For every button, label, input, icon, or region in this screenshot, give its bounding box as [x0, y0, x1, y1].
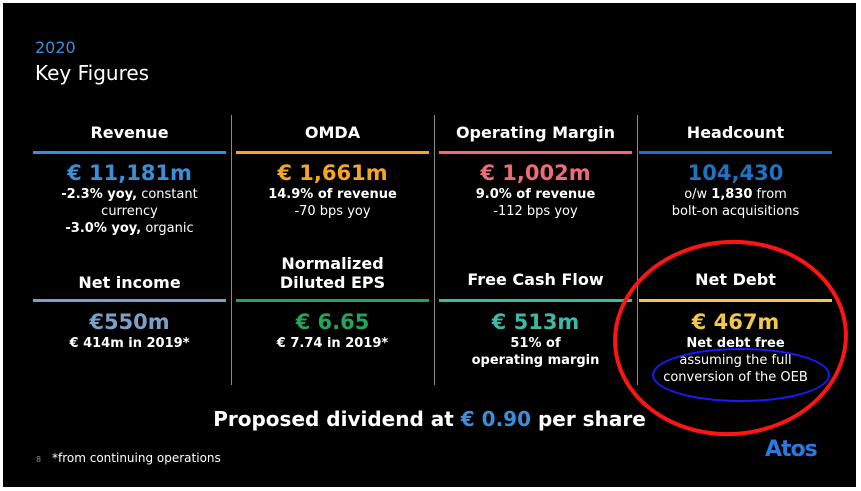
column-divider: [231, 115, 232, 385]
column-divider: [434, 115, 435, 385]
blue-annotation-circle: [652, 348, 830, 402]
operating-margin-underline: [439, 151, 632, 154]
revenue-organic-note: organic: [141, 221, 194, 236]
revenue-detail-1: -2.3% yoy, constant currency: [41, 186, 218, 220]
slide-title: Key Figures: [35, 61, 150, 85]
fcf-detail-1: 51% of: [510, 336, 561, 351]
dividend-line: Proposed dividend at € 0.90 per share: [3, 407, 856, 431]
eps-underline: [236, 299, 429, 302]
footnote: *from continuing operations: [52, 451, 221, 465]
column-divider: [637, 115, 638, 385]
net-debt-underline: [639, 299, 832, 302]
headcount-detail-2: bolt-on acquisitions: [671, 204, 800, 219]
fcf-detail-2: operating margin: [471, 353, 600, 368]
operating-margin-yoy: -112 bps yoy: [493, 204, 578, 219]
eps-prior: € 7.74 in 2019*: [276, 336, 389, 351]
revenue-title: Revenue: [90, 123, 169, 142]
revenue-detail-2: -3.0% yoy, organic: [33, 220, 226, 237]
omda-underline: [236, 151, 429, 154]
page-number: 8: [36, 455, 42, 464]
fcf-underline: [439, 299, 632, 302]
headcount-ow: o/w: [684, 187, 712, 202]
eps-title-line2: Diluted EPS: [279, 273, 386, 292]
net-income-value: €550m: [89, 310, 170, 334]
operating-margin-title: Operating Margin: [455, 123, 616, 142]
net-debt-value: € 467m: [691, 310, 780, 334]
operating-margin-value: € 1,002m: [480, 161, 591, 185]
omda-title: OMDA: [304, 123, 361, 142]
revenue-yoy: -2.3% yoy,: [61, 187, 138, 202]
fcf-title: Free Cash Flow: [467, 270, 604, 289]
eps-title-line1: Normalized: [281, 254, 384, 273]
eps-value: € 6.65: [295, 310, 370, 334]
headcount-from: from: [752, 187, 787, 202]
net-income-underline: [33, 299, 226, 302]
headcount-value: 104,430: [687, 161, 784, 185]
revenue-yoy-note: constant currency: [101, 187, 198, 219]
revenue-value: € 11,181m: [67, 161, 192, 185]
headcount-underline: [639, 151, 832, 154]
net-debt-title: Net Debt: [695, 270, 776, 289]
slide-year: 2020: [35, 38, 76, 57]
atos-logo: Atos: [765, 437, 818, 462]
net-income-title: Net income: [78, 273, 181, 292]
omda-yoy: -70 bps yoy: [294, 204, 371, 219]
headcount-detail-1: o/w 1,830 from: [639, 186, 832, 203]
headcount-title: Headcount: [686, 123, 785, 142]
fcf-value: € 513m: [491, 310, 580, 334]
revenue-underline: [33, 151, 226, 154]
dividend-suffix: per share: [531, 407, 646, 431]
headcount-acquired: 1,830: [711, 187, 753, 202]
dividend-amount: € 0.90: [460, 407, 532, 431]
slide: 2020 Key Figures Revenue € 11,181m -2.3%…: [3, 3, 856, 487]
net-income-prior: € 414m in 2019*: [69, 336, 190, 351]
net-debt-detail-1: Net debt free: [686, 336, 785, 351]
omda-margin: 14.9% of revenue: [268, 187, 397, 202]
revenue-organic: -3.0% yoy,: [65, 221, 142, 236]
omda-value: € 1,661m: [277, 161, 388, 185]
dividend-prefix: Proposed dividend at: [213, 407, 461, 431]
operating-margin-pct: 9.0% of revenue: [475, 187, 596, 202]
